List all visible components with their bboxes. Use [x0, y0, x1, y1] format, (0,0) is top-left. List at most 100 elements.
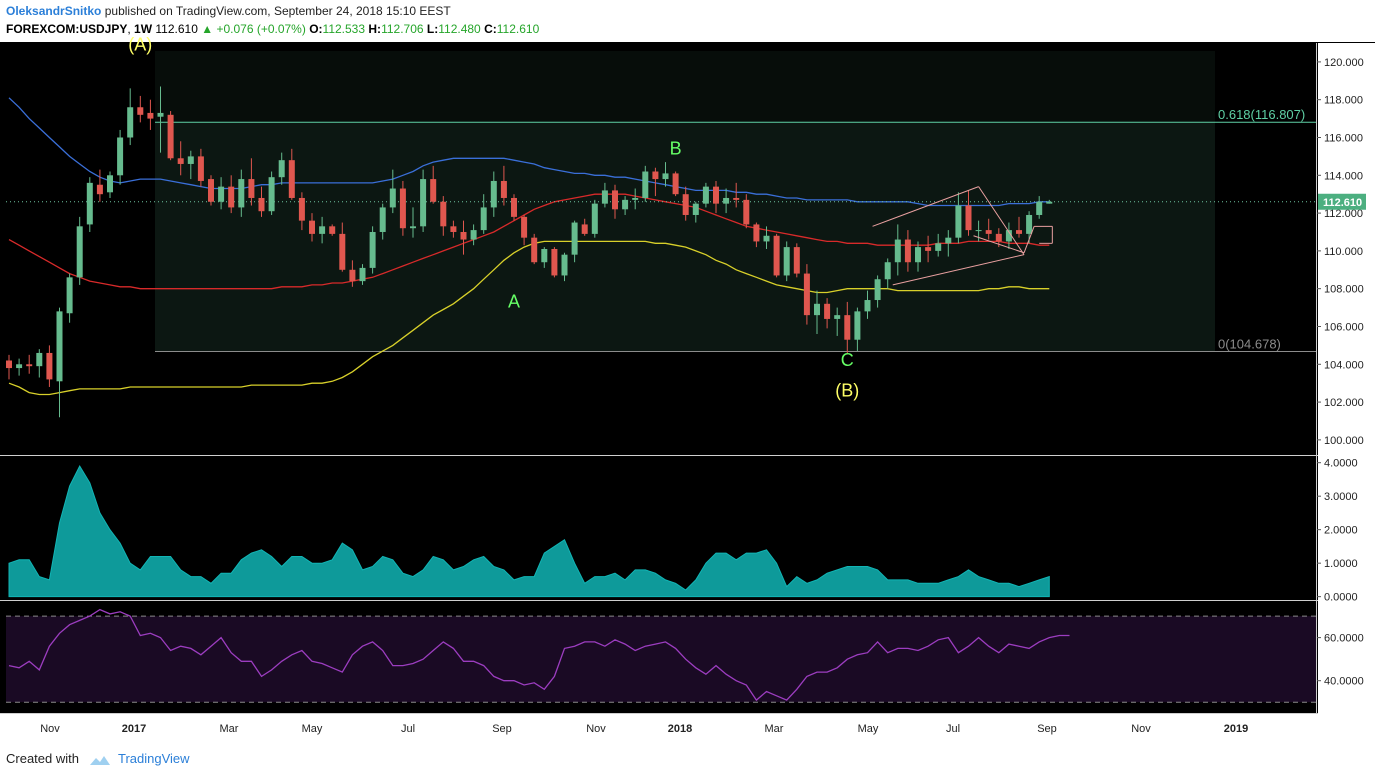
current-price-badge-label: 112.610	[1323, 197, 1362, 209]
candle-up	[864, 290, 871, 319]
candle-up	[1026, 211, 1033, 244]
candle-up	[935, 233, 942, 257]
candle-body	[763, 235, 770, 242]
price-tick-label: 120.000	[1324, 57, 1364, 69]
candle-body	[96, 184, 103, 195]
wedge-lower-line	[973, 235, 1025, 254]
candle-up	[632, 188, 639, 210]
candle-body	[76, 226, 83, 278]
current-price-badge	[1318, 193, 1366, 210]
candle-down	[197, 148, 204, 187]
time-tick-label: 2018	[668, 723, 692, 735]
candle-down	[713, 180, 719, 214]
interval[interactable]: 1W	[134, 22, 153, 36]
change-arrow-icon: ▲	[201, 22, 214, 36]
candle-up	[490, 171, 497, 217]
price-tick-label: 110.000	[1324, 246, 1363, 258]
candle-up	[187, 150, 194, 180]
candle-down	[551, 247, 558, 278]
candle-body	[268, 177, 275, 212]
candle-up	[117, 129, 124, 185]
candle-down	[258, 186, 265, 217]
candle-up	[157, 86, 164, 153]
candle-body	[369, 231, 376, 268]
candle-up	[379, 203, 386, 240]
author-link[interactable]: OleksandrSnitko	[6, 4, 102, 18]
candle-up	[389, 169, 396, 214]
candle-down	[137, 95, 144, 123]
candle-down	[773, 233, 780, 278]
rsi-tick-label: 40.0000	[1324, 676, 1364, 688]
candle-body	[359, 267, 366, 282]
published-text: published on TradingView.com, September …	[104, 4, 451, 18]
candle-body	[480, 207, 487, 231]
candle-body	[177, 158, 184, 164]
tradingview-brand-link[interactable]: TradingView	[118, 751, 190, 766]
created-with-text: Created with	[6, 751, 79, 766]
candle-down	[248, 158, 255, 206]
candle-body	[490, 180, 497, 208]
candle-body	[228, 186, 235, 208]
candle-up	[268, 171, 275, 215]
candle-up	[36, 349, 43, 378]
candle-body	[713, 186, 719, 204]
fib-label: 0.618(116.807)	[1218, 107, 1305, 122]
candle-down	[430, 165, 437, 204]
candle-up	[702, 182, 709, 208]
candle-body	[66, 277, 73, 314]
candle-up	[783, 241, 790, 282]
candle-body	[379, 207, 386, 232]
candle-body	[985, 230, 992, 234]
time-tick-label: Sep	[492, 723, 512, 735]
candle-down	[511, 194, 517, 221]
candle-body	[248, 179, 255, 198]
symbol-name[interactable]: FOREXCOM:USDJPY	[6, 22, 128, 36]
candle-body	[127, 107, 134, 138]
candle-body	[1046, 201, 1053, 204]
wave-label: A	[508, 292, 520, 312]
symbol-bar: FOREXCOM:USDJPY, 1W 112.610 ▲ +0.076 (+0…	[6, 22, 540, 36]
candle-down	[96, 169, 103, 202]
rsi-line	[8, 608, 1070, 702]
ma-blue-line	[8, 97, 1050, 207]
candle-body	[945, 237, 952, 244]
candle-up	[591, 199, 598, 238]
time-tick-label: Sep	[1037, 723, 1057, 735]
candle-up	[107, 171, 113, 198]
candle-down	[793, 243, 800, 278]
time-tick-label: Mar	[220, 723, 239, 735]
candle-down	[460, 220, 467, 255]
candle-up	[1046, 199, 1053, 204]
candle-body	[56, 311, 63, 382]
candle-body	[975, 230, 982, 232]
candle-body	[965, 205, 972, 231]
atr-tick-label: 1.0000	[1324, 558, 1358, 570]
candle-up	[278, 152, 285, 185]
candle-body	[682, 194, 689, 215]
atr-tick-label: 0.0000	[1324, 592, 1358, 604]
candle-body	[288, 160, 295, 198]
atr-area	[8, 464, 1050, 598]
candle-body	[733, 197, 740, 200]
candle-up	[894, 224, 901, 276]
rsi-band	[6, 616, 1316, 703]
candle-up	[238, 169, 245, 217]
candle-up	[369, 226, 376, 274]
candle-body	[521, 216, 528, 238]
candle-body	[571, 222, 578, 255]
candle-up	[945, 230, 952, 257]
candle-body	[309, 220, 315, 234]
candle-body	[904, 239, 911, 263]
candle-down	[46, 345, 53, 387]
candle-down	[844, 301, 851, 353]
candle-body	[36, 352, 43, 367]
candle-body	[662, 173, 669, 180]
candle-up	[834, 307, 841, 336]
time-tick-label: 2019	[1224, 723, 1248, 735]
candle-up	[854, 307, 861, 352]
atr-tick-label: 3.0000	[1324, 491, 1358, 503]
candle-body	[147, 112, 154, 119]
candle-down	[147, 99, 154, 130]
candle-up	[420, 169, 427, 232]
